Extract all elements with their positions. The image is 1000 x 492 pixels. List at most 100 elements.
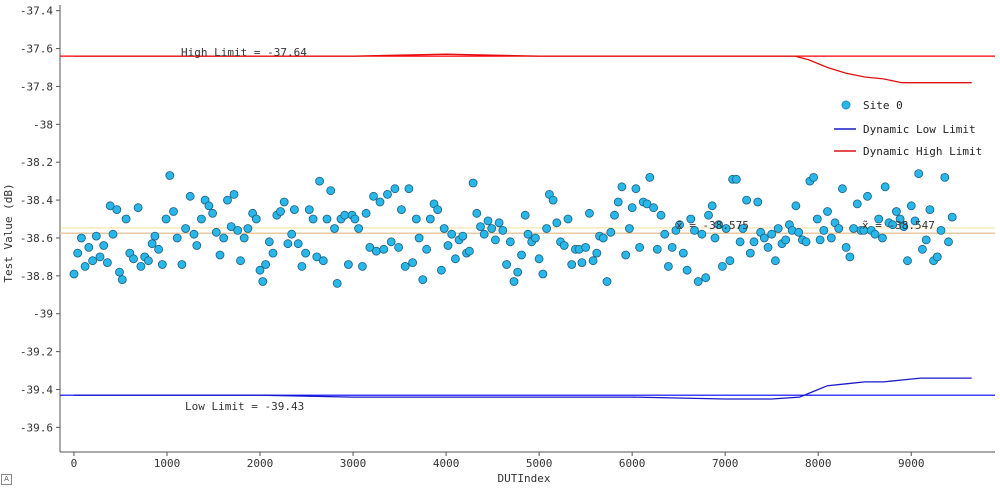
data-point (598, 233, 608, 243)
data-point (559, 241, 569, 250)
data-point (150, 231, 160, 241)
data-point (838, 184, 847, 194)
x-tick-label: 6000 (619, 457, 646, 470)
data-point (794, 227, 804, 237)
data-point (343, 260, 353, 269)
median-label: x̃ = -38.547 (862, 219, 935, 232)
data-point (185, 191, 195, 201)
data-point (95, 252, 105, 262)
data-point (251, 214, 261, 224)
y-tick-label: -38.4 (20, 194, 53, 207)
data-point (552, 218, 562, 228)
data-point (718, 261, 727, 271)
data-point (258, 277, 268, 286)
data-point (433, 205, 443, 215)
data-point (567, 260, 577, 269)
data-point (588, 256, 598, 266)
legend-label-dynamic-low-limit: Dynamic Low Limit (863, 123, 976, 136)
data-point (192, 241, 202, 250)
x-tick-label: 0 (71, 457, 78, 470)
data-point (502, 260, 512, 269)
data-point (84, 242, 94, 252)
data-point (450, 254, 460, 264)
data-point (585, 208, 594, 218)
data-point (642, 199, 652, 209)
data-point (759, 233, 769, 243)
data-point (375, 197, 385, 207)
y-tick-label: -37.6 (20, 43, 53, 56)
data-point (849, 224, 858, 233)
data-point (602, 277, 612, 286)
data-point (315, 176, 325, 186)
data-point (490, 235, 500, 245)
data-point (330, 224, 339, 233)
data-point (80, 261, 90, 271)
data-point (289, 205, 299, 215)
data-point (613, 197, 623, 207)
autoscale-icon[interactable]: A (1, 474, 12, 485)
data-point (129, 254, 138, 264)
data-point (223, 195, 232, 205)
data-point (379, 244, 389, 254)
data-point (279, 197, 289, 207)
data-point (365, 242, 375, 252)
data-point (312, 252, 322, 262)
data-point (308, 214, 318, 224)
data-point (523, 229, 533, 239)
data-point (745, 248, 755, 258)
data-point (675, 220, 684, 230)
data-point (819, 225, 829, 235)
data-point (910, 216, 920, 226)
data-point (443, 241, 453, 250)
legend-label-dynamic-high-limit: Dynamic High Limit (863, 145, 982, 158)
data-point (121, 214, 131, 224)
data-point (627, 203, 637, 213)
data-point (404, 184, 414, 194)
data-point (725, 256, 735, 266)
data-point (117, 275, 127, 285)
mean-label: x̄ = -38.575 (676, 219, 749, 232)
data-point (91, 231, 101, 241)
data-point (635, 242, 644, 252)
data-point (172, 233, 182, 243)
data-point (276, 207, 285, 216)
data-point (592, 248, 602, 258)
data-point (534, 254, 544, 264)
x-tick-label: 7000 (712, 457, 739, 470)
data-point (773, 224, 783, 233)
data-point (169, 207, 178, 216)
data-point (892, 207, 901, 216)
data-point (390, 184, 400, 194)
data-point (439, 224, 449, 233)
data-point (581, 242, 590, 252)
data-point (918, 244, 927, 254)
data-point (870, 229, 880, 239)
data-point (236, 256, 245, 266)
data-point (721, 224, 731, 233)
x-tick-label: 8000 (805, 457, 832, 470)
data-point (354, 224, 364, 233)
data-point (710, 233, 720, 243)
data-point (878, 233, 887, 243)
data-point (204, 201, 214, 211)
data-point (738, 224, 748, 233)
data-point (418, 275, 428, 285)
y-tick-label: -38.6 (20, 232, 53, 245)
legend-label-site-0: Site 0 (863, 99, 903, 112)
data-point (888, 220, 898, 230)
data-point (73, 248, 83, 258)
data-point (297, 261, 307, 271)
data-point (936, 225, 946, 235)
data-point (189, 229, 199, 239)
data-point (686, 214, 696, 224)
data-point (476, 222, 485, 232)
data-point (771, 256, 780, 266)
data-point (845, 252, 855, 262)
high-limit-label: High Limit = -37.64 (181, 46, 307, 59)
x-axis: 0 1000 2000 3000 4000 5000 6000 7000 8000 9000 (60, 451, 995, 470)
data-point (322, 214, 332, 224)
data-point (513, 267, 523, 277)
data-point (852, 199, 862, 209)
data-point (707, 201, 717, 211)
data-point (396, 205, 406, 215)
